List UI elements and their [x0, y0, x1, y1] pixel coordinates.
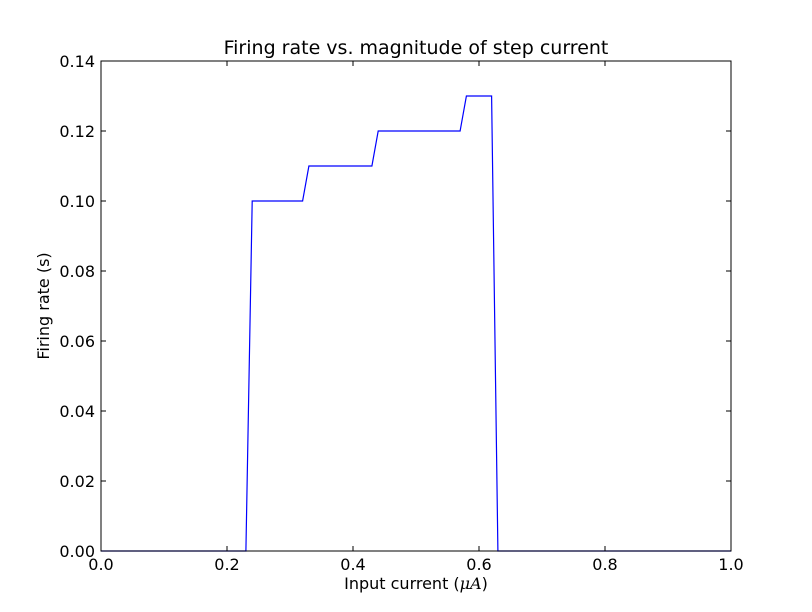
y-axis: 0.00 0.02 0.04 0.06 0.08 0.10 0.12 0.14	[59, 52, 731, 561]
y-tick-label: 0.00	[59, 542, 95, 561]
plot-area	[101, 95, 731, 552]
x-tick-label: 0.0	[88, 555, 113, 574]
y-tick-label: 0.10	[59, 192, 95, 211]
y-tick-label: 0.14	[59, 52, 95, 71]
y-tick-label: 0.04	[59, 402, 95, 421]
y-axis-label: Firing rate (s)	[34, 252, 53, 359]
x-tick-label: 0.2	[214, 555, 239, 574]
plot-frame	[100, 60, 732, 552]
chart-title: Firing rate vs. magnitude of step curren…	[224, 37, 609, 59]
y-tick-label: 0.12	[59, 122, 95, 141]
x-axis: 0.0 0.2 0.4 0.6 0.8 1.0	[88, 61, 744, 574]
y-tick-label: 0.02	[59, 472, 95, 491]
x-axis-label: Input current (μA)	[344, 574, 488, 593]
y-tick-label: 0.06	[59, 332, 95, 351]
x-tick-label: 0.8	[592, 555, 617, 574]
y-tick-label: 0.08	[59, 262, 95, 281]
x-tick-label: 1.0	[718, 555, 743, 574]
x-tick-label: 0.6	[466, 555, 491, 574]
x-tick-label: 0.4	[340, 555, 365, 574]
series-line	[101, 95, 731, 552]
